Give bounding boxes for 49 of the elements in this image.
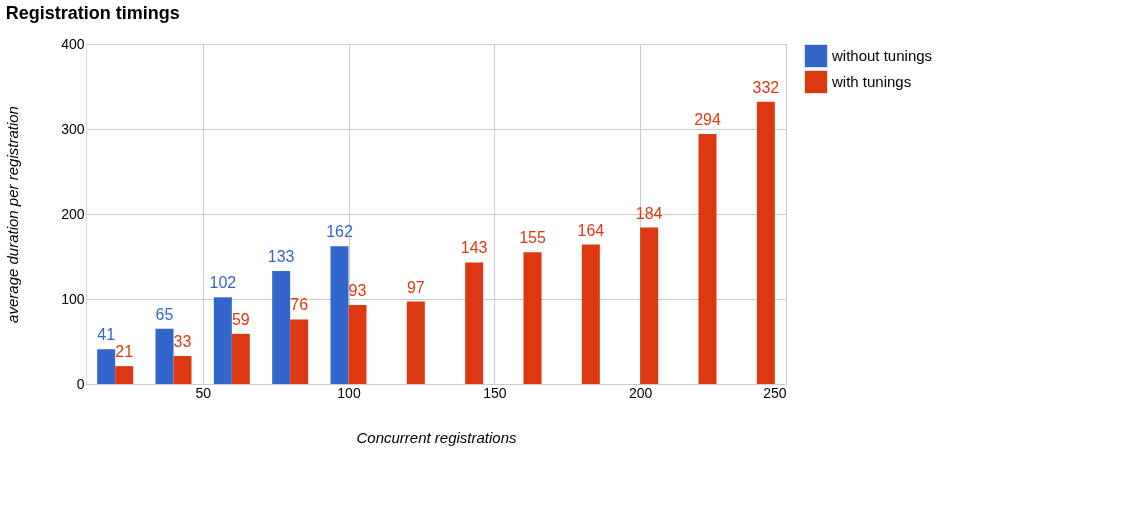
data-label: 164 — [577, 221, 605, 239]
data-label: 59 — [231, 310, 250, 328]
x-tick-label: 200 — [628, 384, 653, 401]
y-tick-label: 100 — [61, 290, 85, 307]
bar — [640, 227, 659, 384]
x-tick-label: 50 — [195, 384, 212, 401]
bar — [213, 297, 232, 384]
bar — [272, 270, 291, 384]
y-axis-title: average duration per registration — [4, 106, 22, 323]
data-label: 41 — [97, 326, 116, 344]
bar — [406, 301, 425, 384]
data-label: 133 — [267, 247, 295, 265]
data-label: 184 — [635, 204, 663, 222]
data-label: 143 — [460, 239, 488, 257]
bar — [155, 328, 174, 384]
data-label: 162 — [326, 223, 353, 241]
x-axis-title: Concurrent registrations — [356, 428, 518, 446]
bar — [173, 355, 192, 384]
data-label: 65 — [155, 305, 174, 323]
x-tick-label: 250 — [763, 384, 787, 401]
bar — [581, 244, 600, 384]
bar — [698, 134, 717, 384]
y-tick-label: 400 — [61, 35, 85, 52]
y-tick-label: 0 — [76, 375, 85, 392]
bar — [115, 366, 134, 384]
bar — [523, 252, 542, 384]
bar — [231, 333, 250, 384]
data-label: 102 — [209, 274, 237, 292]
data-label: 93 — [348, 281, 367, 299]
legend-label: without tunings — [831, 47, 933, 64]
data-label: 155 — [519, 229, 546, 247]
data-label: 21 — [115, 343, 134, 361]
x-tick-label: 150 — [483, 384, 507, 401]
chart-title: Registration timings — [5, 3, 180, 23]
bar — [330, 246, 349, 384]
bar — [290, 319, 309, 384]
bar — [97, 349, 116, 384]
y-tick-label: 300 — [61, 120, 85, 137]
bar — [465, 262, 484, 384]
bar — [756, 101, 775, 384]
y-tick-label: 200 — [61, 205, 85, 222]
data-label: 294 — [694, 111, 721, 129]
data-label: 33 — [173, 332, 192, 350]
bar — [348, 304, 367, 384]
data-label: 97 — [406, 278, 425, 296]
data-label: 76 — [290, 296, 309, 314]
x-tick-label: 100 — [337, 384, 361, 401]
legend-label: with tunings — [831, 73, 912, 90]
data-label: 332 — [752, 78, 780, 96]
